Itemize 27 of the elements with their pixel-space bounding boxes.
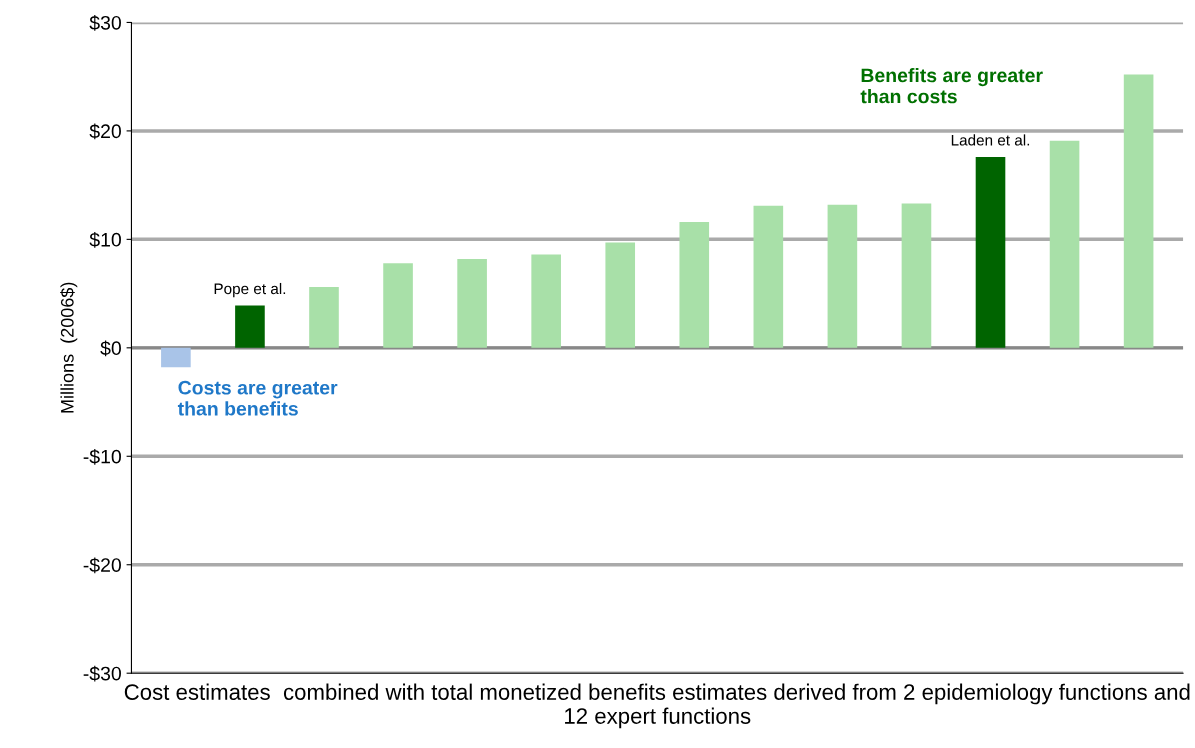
bar [901,203,932,348]
bar [309,287,339,348]
bar [827,204,858,348]
y-tick-label: -$30 [83,665,121,682]
y-tick-label: -$20 [83,557,121,574]
bar [531,254,561,348]
bar [235,305,265,348]
bar [161,347,191,368]
bar [975,156,1006,348]
y-tick-label: $10 [89,232,121,248]
bar [383,263,413,348]
annotation: Pope et al. [214,282,286,298]
annotation: Costs are greater than benefits [177,380,338,416]
bar [605,242,636,348]
annotation: Laden et al. [951,134,1030,146]
bar [1123,74,1154,348]
x-axis-title: Cost estimates combined with total monetized benefits estimates derived from 2 epidemiology functions and 12 expert functions [124,683,1190,729]
bar [457,258,487,348]
bar [753,205,784,348]
bar [679,222,710,348]
y-tick-label: $30 [89,15,121,31]
y-tick-label: $0 [100,340,121,357]
y-tick-label: $20 [89,123,121,140]
bar [1049,140,1080,348]
y-axis-title: Millions (2006$) [60,282,78,413]
y-tick-label: -$10 [83,448,121,465]
annotation: Benefits are greater than costs [860,67,1043,104]
